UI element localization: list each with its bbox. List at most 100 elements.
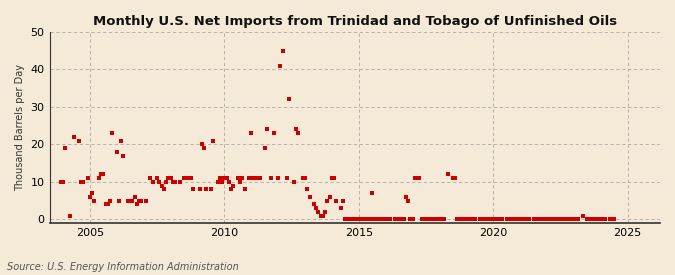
Point	[78, 180, 88, 184]
Point	[96, 172, 107, 177]
Point	[338, 199, 348, 203]
Point	[410, 176, 421, 180]
Point	[515, 217, 526, 222]
Point	[452, 217, 463, 222]
Point	[593, 217, 604, 222]
Point	[188, 187, 198, 192]
Point	[349, 217, 360, 222]
Point	[212, 180, 223, 184]
Point	[412, 176, 423, 180]
Point	[371, 217, 382, 222]
Point	[291, 127, 302, 132]
Point	[416, 217, 427, 222]
Point	[217, 180, 227, 184]
Point	[568, 217, 579, 222]
Point	[490, 217, 501, 222]
Point	[169, 180, 180, 184]
Point	[504, 217, 514, 222]
Point	[302, 187, 313, 192]
Point	[398, 217, 409, 222]
Point	[508, 217, 519, 222]
Point	[246, 131, 256, 135]
Point	[208, 139, 219, 143]
Point	[354, 217, 364, 222]
Point	[535, 217, 545, 222]
Point	[223, 180, 234, 184]
Point	[475, 217, 485, 222]
Point	[159, 187, 169, 192]
Point	[69, 135, 80, 139]
Point	[82, 176, 93, 180]
Point	[86, 191, 97, 195]
Point	[317, 213, 328, 218]
Point	[389, 217, 400, 222]
Point	[183, 176, 194, 180]
Point	[506, 217, 516, 222]
Point	[304, 195, 315, 199]
Point	[439, 217, 450, 222]
Point	[541, 217, 552, 222]
Point	[344, 217, 355, 222]
Point	[315, 213, 326, 218]
Point	[232, 176, 243, 180]
Point	[571, 217, 582, 222]
Point	[429, 217, 440, 222]
Point	[64, 213, 75, 218]
Point	[546, 217, 557, 222]
Point	[76, 180, 86, 184]
Point	[578, 213, 589, 218]
Point	[407, 217, 418, 222]
Point	[448, 176, 458, 180]
Point	[145, 176, 156, 180]
Text: Source: U.S. Energy Information Administration: Source: U.S. Energy Information Administ…	[7, 262, 238, 272]
Point	[562, 217, 572, 222]
Point	[589, 217, 599, 222]
Point	[89, 199, 100, 203]
Point	[186, 176, 196, 180]
Point	[591, 217, 601, 222]
Point	[488, 217, 499, 222]
Point	[105, 199, 115, 203]
Point	[60, 146, 71, 150]
Point	[179, 176, 190, 180]
Point	[356, 217, 367, 222]
Point	[225, 187, 236, 192]
Point	[573, 217, 584, 222]
Point	[533, 217, 543, 222]
Point	[98, 172, 109, 177]
Point	[454, 217, 465, 222]
Point	[74, 139, 84, 143]
Point	[100, 202, 111, 207]
Point	[327, 176, 338, 180]
Point	[268, 131, 279, 135]
Point	[582, 217, 593, 222]
Point	[400, 195, 411, 199]
Point	[600, 217, 611, 222]
Point	[418, 217, 429, 222]
Point	[298, 176, 308, 180]
Point	[221, 176, 232, 180]
Point	[273, 176, 284, 180]
Point	[331, 199, 342, 203]
Point	[414, 176, 425, 180]
Point	[595, 217, 606, 222]
Point	[194, 187, 205, 192]
Point	[405, 217, 416, 222]
Point	[293, 131, 304, 135]
Point	[261, 127, 272, 132]
Point	[432, 217, 443, 222]
Point	[609, 217, 620, 222]
Point	[425, 217, 436, 222]
Point	[55, 180, 66, 184]
Point	[524, 217, 535, 222]
Point	[551, 217, 562, 222]
Point	[181, 176, 192, 180]
Point	[362, 217, 373, 222]
Point	[167, 180, 178, 184]
Point	[477, 217, 487, 222]
Point	[250, 176, 261, 180]
Point	[93, 176, 104, 180]
Point	[483, 217, 494, 222]
Point	[351, 217, 362, 222]
Point	[219, 176, 230, 180]
